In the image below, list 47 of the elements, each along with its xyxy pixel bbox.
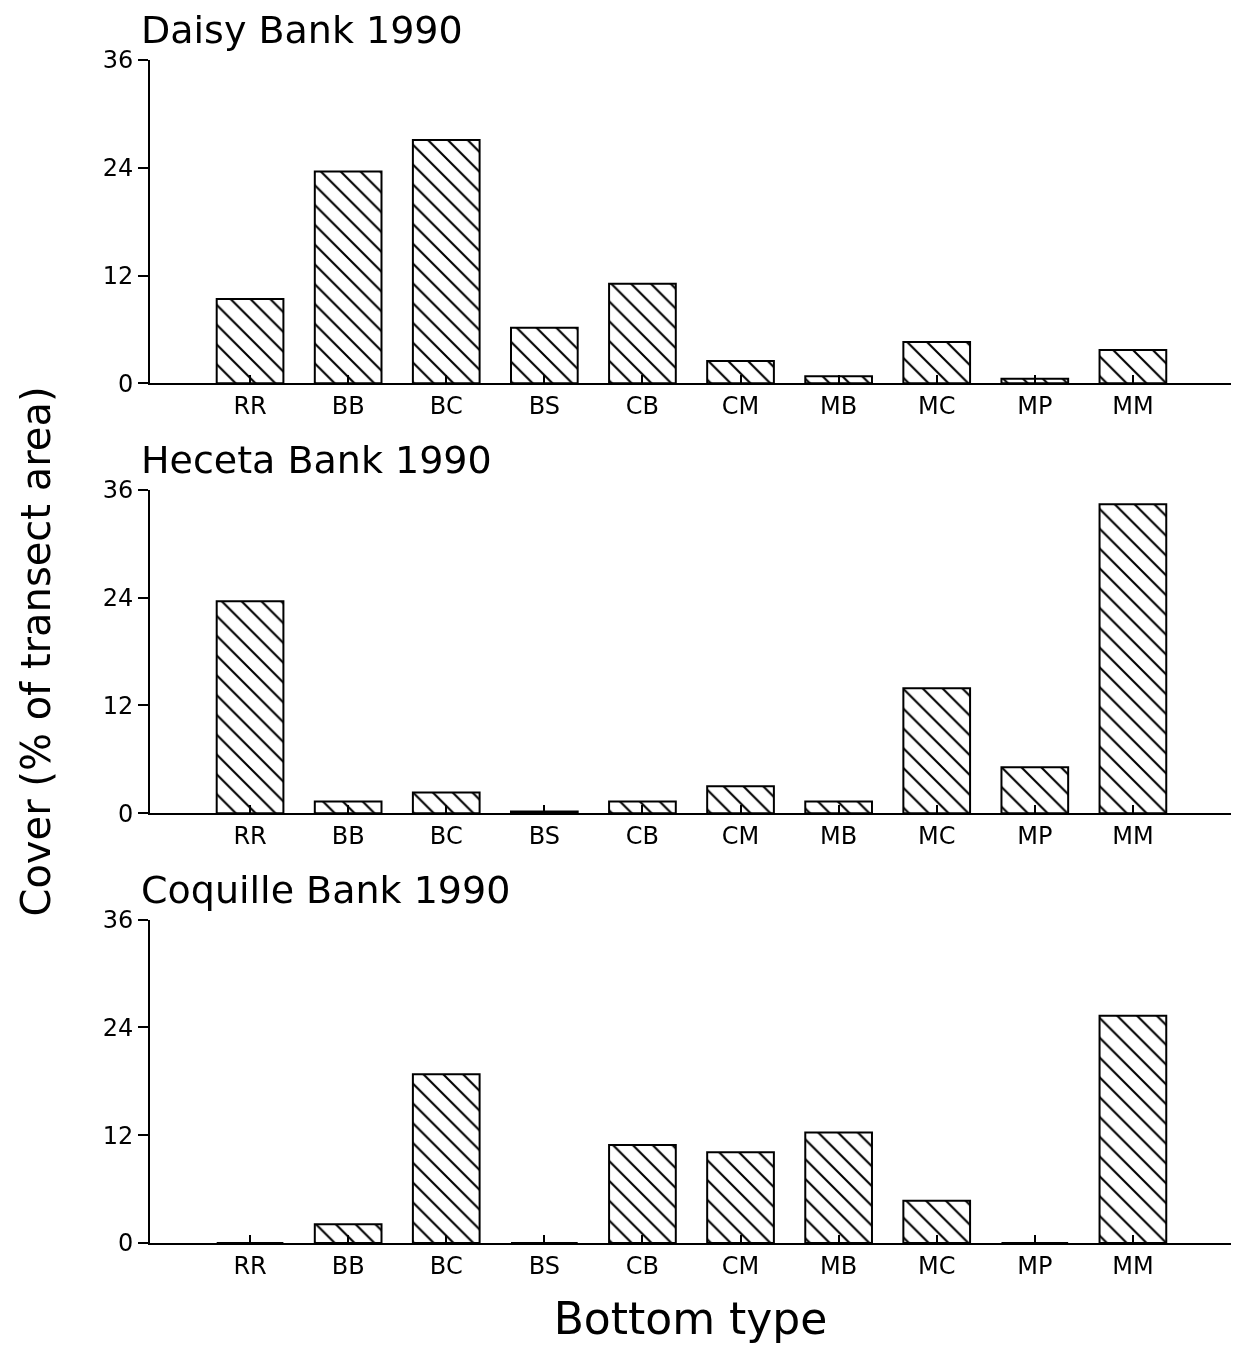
y-tick-label: 12 [102, 261, 134, 290]
x-tick-label: MB [820, 392, 858, 421]
y-tick-label: 0 [117, 1229, 134, 1258]
x-tick-label: MB [820, 1251, 858, 1280]
x-tick-label: RR [233, 821, 267, 850]
y-tick-label: 0 [117, 799, 134, 828]
x-tick-label: MC [917, 1251, 956, 1280]
x-tick-label: BB [331, 821, 365, 850]
x-tick-label: MB [820, 821, 858, 850]
x-tick-label: MC [917, 821, 956, 850]
x-tick-label: CM [721, 1251, 760, 1280]
y-tick-label: 12 [102, 691, 134, 720]
x-tick-label: BS [528, 821, 560, 850]
y-tick-label: 24 [102, 154, 134, 183]
chart-title: Daisy Bank 1990 [141, 8, 463, 52]
x-tick-label: BC [429, 821, 463, 850]
x-tick-label: MP [1017, 392, 1053, 421]
y-tick-label: 24 [102, 1013, 134, 1042]
x-axis-title: Bottom type [553, 1292, 828, 1344]
y-tick-label: 36 [102, 46, 134, 75]
x-tick-label: MC [917, 392, 956, 421]
x-tick-label: BC [429, 392, 463, 421]
chart-title: Heceta Bank 1990 [141, 438, 492, 482]
y-tick-label: 36 [102, 906, 134, 935]
x-tick-label: MP [1017, 1251, 1053, 1280]
y-tick-label: 24 [102, 584, 134, 612]
x-tick-label: BS [528, 392, 560, 421]
x-tick-label: BB [331, 392, 365, 421]
x-tick-label: CM [721, 821, 760, 850]
x-tick-label: CB [625, 392, 660, 421]
x-tick-label: CB [625, 1251, 660, 1280]
x-tick-label: BS [528, 1251, 560, 1280]
x-tick-label: BC [429, 1251, 463, 1280]
x-tick-label: RR [233, 1251, 267, 1280]
x-tick-label: BB [331, 1251, 365, 1280]
y-tick-label: 36 [102, 476, 134, 505]
y-tick-label: 12 [102, 1121, 134, 1150]
x-tick-label: CM [721, 392, 760, 421]
x-tick-label: MM [1112, 821, 1154, 850]
y-tick-label: 0 [117, 369, 134, 398]
x-tick-label: MP [1017, 821, 1053, 850]
y-axis-title: Cover (% of transect area) [12, 386, 59, 917]
x-tick-label: MM [1112, 1251, 1154, 1280]
chart-title: Coquille Bank 1990 [141, 868, 511, 912]
x-tick-label: MM [1112, 392, 1154, 421]
x-tick-label: CB [625, 821, 660, 850]
x-tick-label: RR [233, 392, 267, 421]
